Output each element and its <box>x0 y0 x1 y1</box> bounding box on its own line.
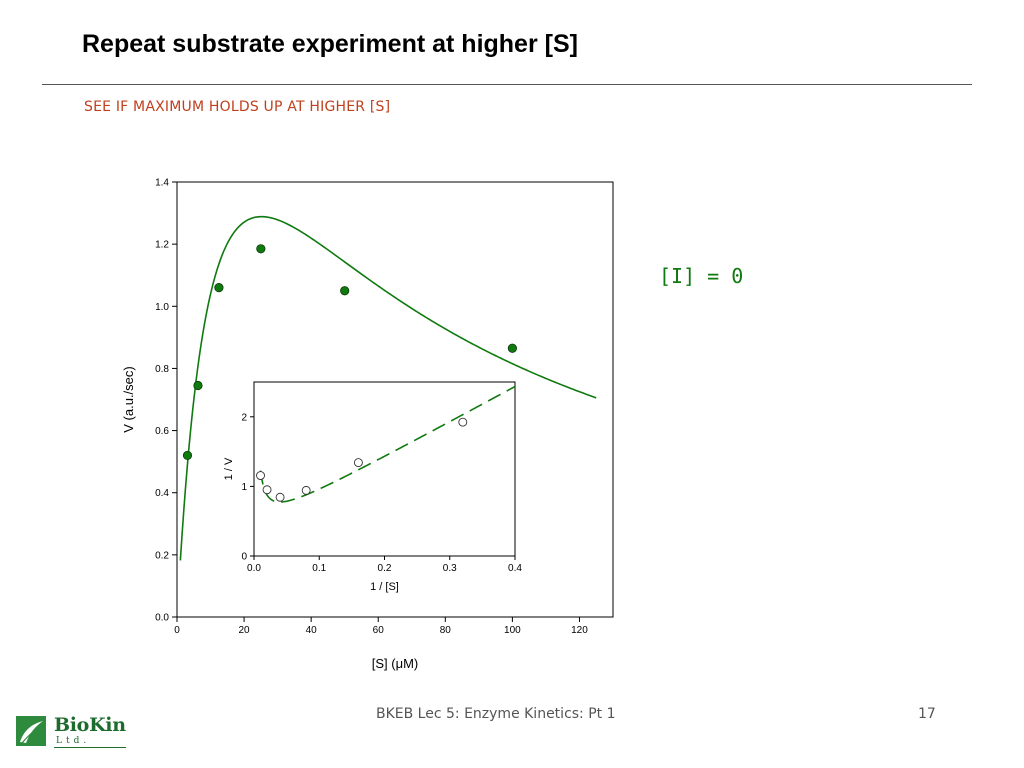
logo-suffix: Ltd. <box>56 736 91 746</box>
logo-name: BioKin <box>54 714 126 736</box>
inset-chart: 0.0 0.1 0.2 0.3 0.4 0 1 2 1 / [S] 1 / V <box>223 381 522 593</box>
inset-data-point <box>256 471 265 480</box>
main-y-tick-label: 1.2 <box>155 240 169 251</box>
main-y-tick-label: 0.0 <box>155 613 169 624</box>
main-x-tick-label: 40 <box>306 625 318 636</box>
logo-name-part2: Kin <box>89 714 126 736</box>
main-x-tick-label: 20 <box>239 625 251 636</box>
main-data-point <box>193 380 203 391</box>
main-x-tick-label: 120 <box>571 625 588 636</box>
inset-background <box>253 382 515 556</box>
main-y-tick-label: 0.8 <box>155 364 169 375</box>
main-x-axis-label: [S] (μM) <box>372 656 418 671</box>
inhibitor-condition-label: [I] = 0 <box>659 264 744 288</box>
inset-y-axis-label: 1 / V <box>223 457 235 480</box>
main-data-point <box>340 286 350 296</box>
inset-x-tick-label: 0.2 <box>378 563 392 574</box>
inset-x-tick-label: 0.1 <box>312 563 326 574</box>
main-x-tick-label: 60 <box>373 625 385 636</box>
main-y-tick-label: 0.2 <box>155 550 169 561</box>
inset-y-tick-label: 1 <box>241 482 247 493</box>
main-y-tick-label: 1.0 <box>155 302 169 313</box>
title-divider <box>42 84 972 85</box>
main-x-tick-label: 80 <box>440 625 452 636</box>
leaf-logo-icon <box>16 716 46 746</box>
main-data-point <box>256 244 266 254</box>
main-y-tick-label: 0.6 <box>155 426 169 437</box>
main-y-tick-label: 0.4 <box>155 488 169 499</box>
main-chart: 0 20 40 60 80 100 1200.00.20.40.60.81.01.21.4[… <box>121 178 614 671</box>
main-y-axis-label: V (a.u./sec) <box>121 366 136 432</box>
main-plot-frame <box>176 181 614 618</box>
inset-y-tick-label: 0 <box>241 552 247 563</box>
kinetics-chart: 0 20 40 60 80 100 1200.00.20.40.60.81.01.21.4[… <box>121 178 614 671</box>
inset-x-tick-label: 0.0 <box>247 563 261 574</box>
footer-text: BKEB Lec 5: Enzyme Kinetics: Pt 1 <box>376 706 616 722</box>
inset-data-point <box>458 417 468 427</box>
inset-data-point <box>301 485 311 495</box>
inset-data-point <box>262 485 272 495</box>
slide-subtitle: SEE IF MAXIMUM HOLDS UP AT HIGHER [S] <box>84 99 391 115</box>
page-number: 17 <box>918 706 936 722</box>
slide-title: Repeat substrate experiment at higher [S… <box>82 30 578 58</box>
inset-x-tick-label: 0.3 <box>443 563 457 574</box>
inset-x-tick-label: 0.4 <box>508 563 522 574</box>
inset-data-point <box>275 492 285 502</box>
main-x-tick-label: 100 <box>504 625 521 636</box>
main-data-point <box>214 283 224 293</box>
inset-fit-curve <box>259 385 516 503</box>
inset-y-tick-label: 2 <box>241 412 247 423</box>
biokin-logo: BioKin Ltd. <box>16 714 128 750</box>
inset-x-axis-label: 1 / [S] <box>370 581 399 593</box>
main-data-point <box>507 343 517 353</box>
main-y-tick-label: 1.4 <box>155 178 169 189</box>
logo-name-part1: Bio <box>54 714 90 736</box>
main-fit-curve <box>179 215 597 561</box>
main-data-point <box>182 450 193 461</box>
main-x-tick-label: 0 <box>174 625 180 636</box>
inset-data-point <box>353 458 363 468</box>
logo-underline <box>54 747 126 748</box>
